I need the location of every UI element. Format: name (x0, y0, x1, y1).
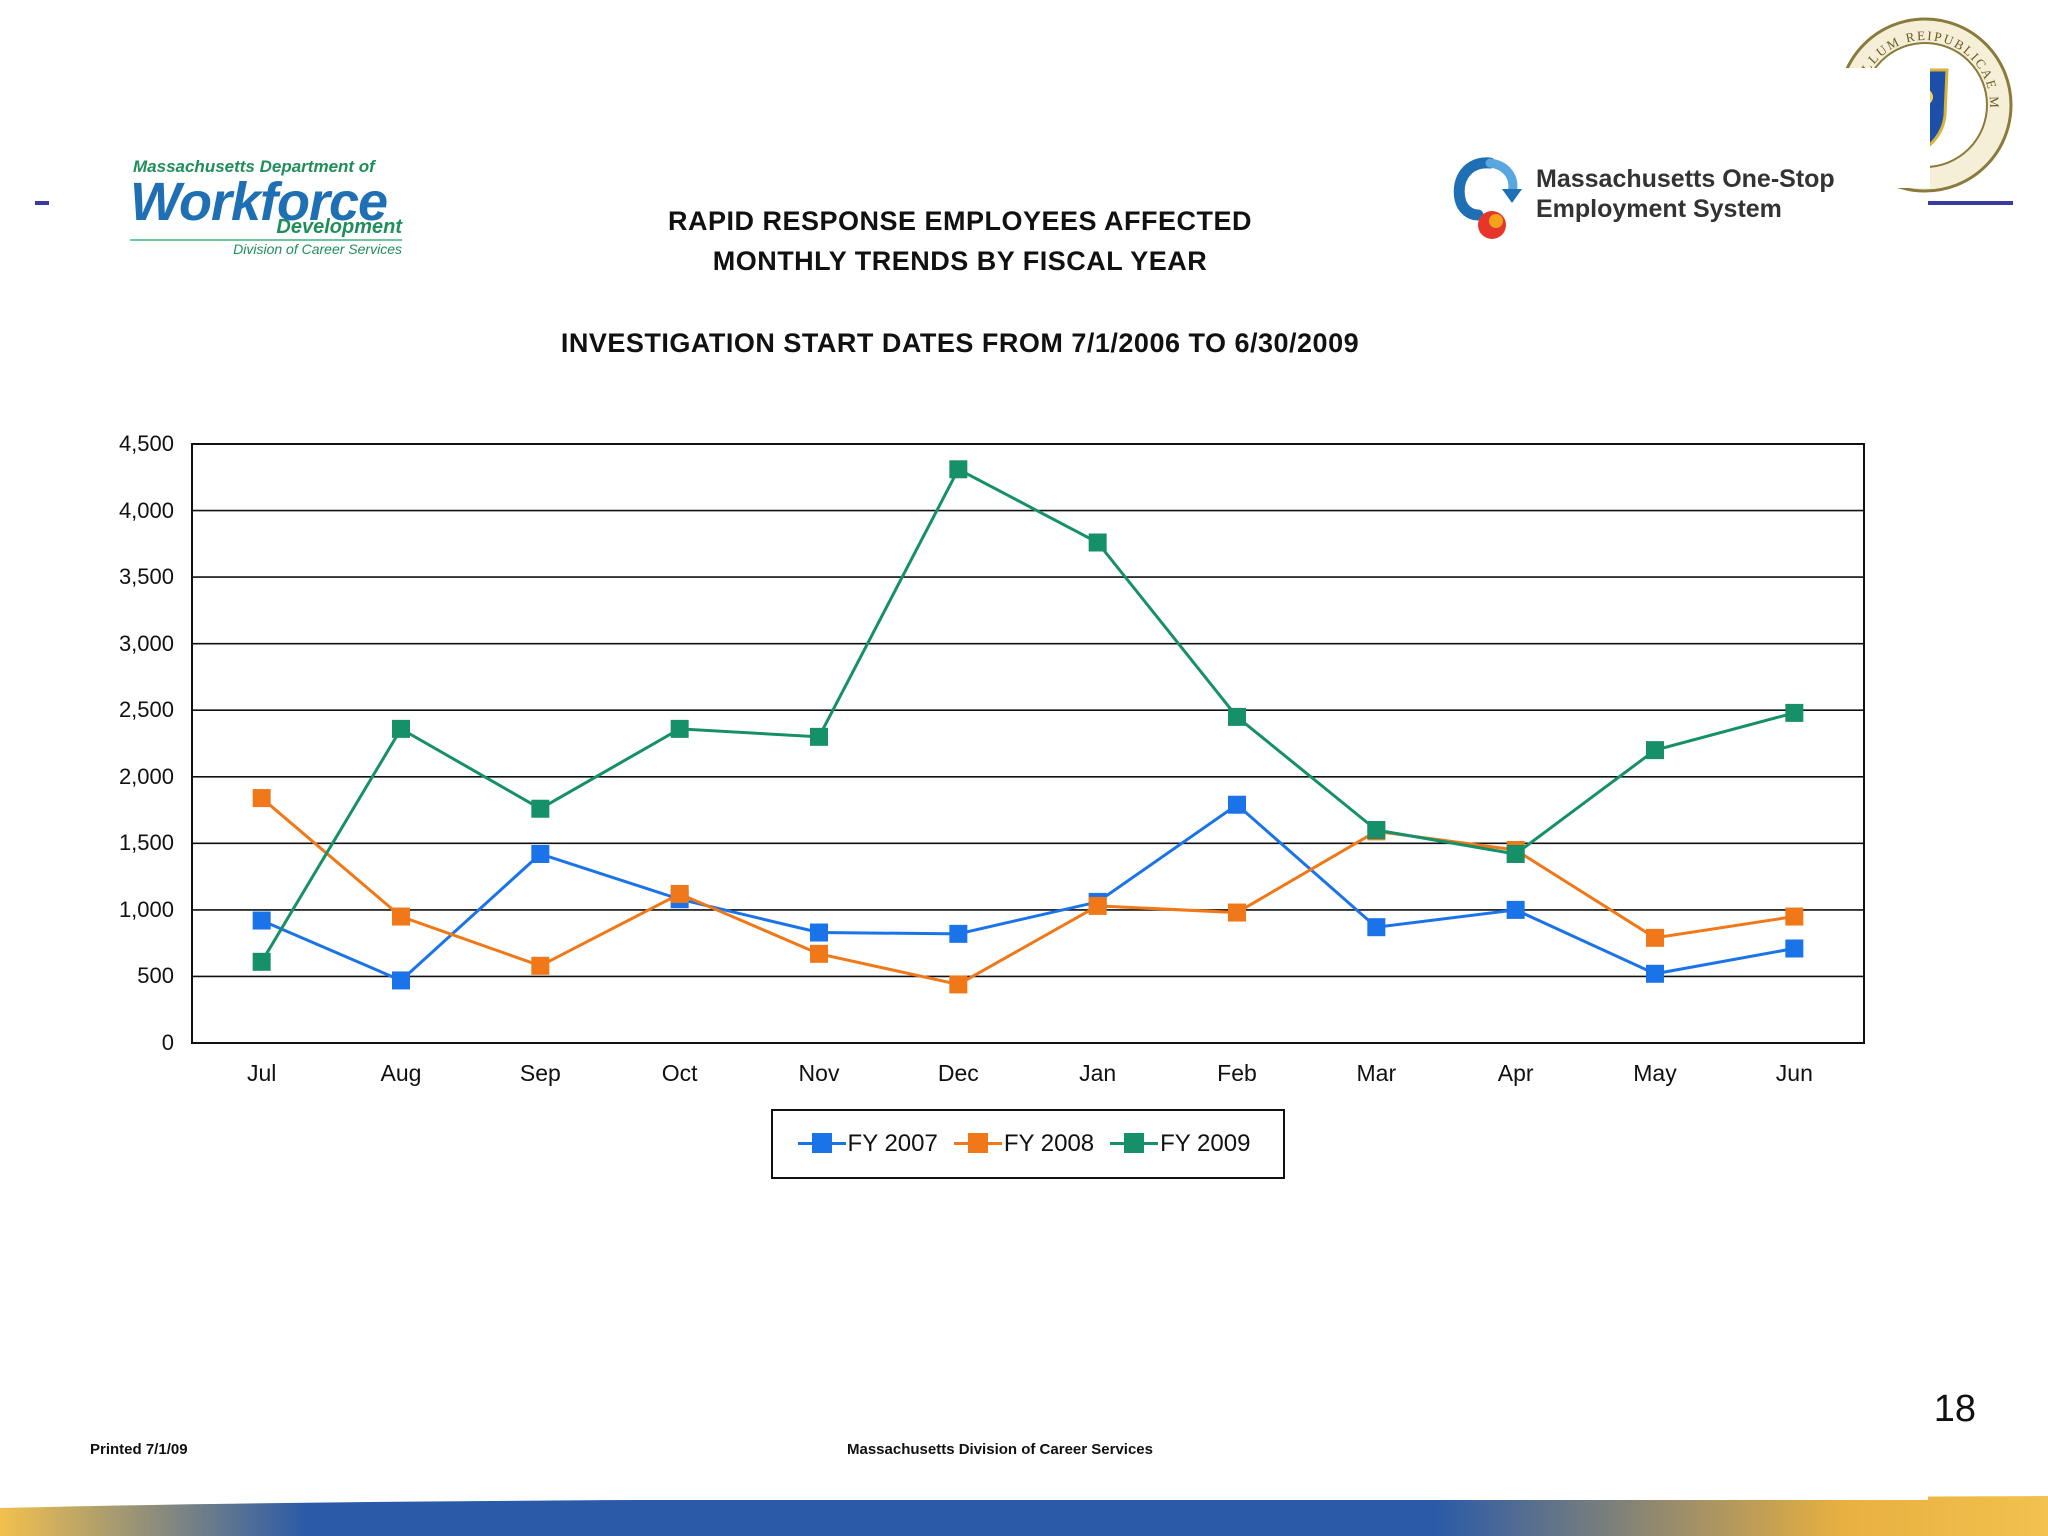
data-point-fy-2009 (1785, 703, 1804, 722)
legend-item-fy2007: FY 2007 (797, 1130, 938, 1158)
data-point-fy-2009 (1367, 821, 1386, 840)
data-point-fy-2009 (392, 719, 410, 738)
data-point-fy-2007 (1228, 795, 1246, 814)
data-point-fy-2008 (531, 956, 550, 975)
plot-area-frame (191, 443, 1865, 1044)
data-point-fy-2009 (670, 719, 689, 738)
data-point-fy-2007 (810, 923, 828, 942)
gridlines (192, 509, 1864, 978)
y-tick-label: 2,000 (118, 763, 174, 789)
chart-title-line2: MONTHLY TRENDS BY FISCAL YEAR (712, 246, 1208, 276)
wfd-logo: Massachusetts Department of Workforce De… (130, 155, 410, 263)
data-point-fy-2008 (810, 944, 828, 963)
footer-band (0, 1456, 2048, 1536)
onestop-logo-line1: Massachusetts One-Stop (1536, 165, 1835, 193)
legend-marker-fy2007 (797, 1133, 846, 1155)
header-rule-right (1928, 201, 2013, 205)
wfd-logo-underline (130, 239, 402, 241)
x-tick-label: Dec (937, 1060, 979, 1086)
data-point-fy-2007 (670, 890, 689, 909)
series-lines (260, 467, 1795, 987)
data-point-fy-2007 (1367, 918, 1386, 937)
seal-mask (1835, 68, 1930, 188)
page-number: 18 (1933, 1388, 1976, 1430)
series-line-fy-2007 (261, 802, 1795, 983)
wfd-logo-line2: Workforce (130, 172, 388, 232)
x-tick-label: Sep (519, 1060, 561, 1086)
x-tick-label: Nov (798, 1060, 840, 1086)
data-point-fy-2007 (392, 971, 410, 990)
data-point-fy-2008 (670, 884, 689, 903)
onestop-logo: Massachusetts One-Stop Employment System (1450, 155, 1850, 245)
data-point-fy-2008 (252, 789, 271, 808)
data-point-fy-2007 (1506, 900, 1525, 919)
y-tick-label: 3,000 (118, 630, 174, 656)
data-point-fy-2009 (252, 952, 271, 971)
x-tick-label: Mar (1356, 1060, 1397, 1086)
y-tick-label: 500 (137, 963, 174, 989)
data-point-fy-2009 (949, 460, 968, 479)
data-point-fy-2007 (531, 844, 550, 863)
chart-legend: FY 2007 FY 2008 FY 2009 (771, 1109, 1285, 1179)
data-point-fy-2008 (1646, 928, 1664, 947)
legend-label-fy2009: FY 2009 (1160, 1130, 1251, 1157)
wfd-logo-line1: Massachusetts Department of (133, 157, 375, 176)
onestop-swirl-icon (1453, 157, 1522, 239)
x-tick-label: May (1633, 1060, 1677, 1086)
x-tick-label: Apr (1497, 1060, 1534, 1086)
y-tick-label: 1,500 (118, 830, 174, 856)
series-markers (252, 460, 1804, 994)
data-point-fy-2008 (1228, 903, 1246, 922)
wfd-logo-line4: Division of Career Services (233, 241, 402, 257)
chart-title-line1: RAPID RESPONSE EMPLOYEES AFFECTED (667, 206, 1253, 236)
series-line-fy-2008 (260, 796, 1795, 987)
data-point-fy-2007 (949, 924, 968, 943)
onestop-logo-line2: Employment System (1536, 195, 1782, 223)
legend-label-fy2007: FY 2007 (847, 1130, 938, 1157)
legend-item-fy2008: FY 2008 (953, 1130, 1095, 1158)
x-tick-label: Oct (661, 1060, 698, 1086)
data-point-fy-2009 (1506, 844, 1525, 863)
data-point-fy-2009 (810, 727, 828, 746)
series-line-fy-2009 (260, 467, 1795, 963)
data-point-fy-2008 (392, 907, 410, 926)
data-point-fy-2009 (531, 799, 550, 818)
footer-center: Massachusetts Division of Career Service… (847, 1441, 1153, 1458)
header-rule-left (35, 201, 49, 205)
data-point-fy-2007 (1646, 964, 1664, 983)
legend-item-fy2009: FY 2009 (1110, 1130, 1250, 1158)
data-point-fy-2007 (252, 911, 271, 930)
y-tick-label: 4,000 (118, 497, 174, 523)
data-point-fy-2007 (1088, 892, 1107, 911)
y-tick-label: 0 (161, 1030, 174, 1055)
data-point-fy-2008 (1088, 896, 1107, 915)
y-tick-label: 3,500 (118, 564, 174, 590)
wfd-logo-line3: Development (276, 216, 402, 238)
y-tick-label: 2,500 (118, 697, 174, 723)
legend-label-fy2008: FY 2008 (1003, 1130, 1095, 1157)
legend-marker-fy2009 (1110, 1133, 1159, 1155)
y-tick-label: 1,000 (118, 896, 174, 922)
x-tick-label: Jun (1775, 1060, 1813, 1086)
data-point-fy-2008 (1785, 907, 1804, 926)
data-point-fy-2009 (1088, 533, 1107, 552)
data-point-fy-2008 (1506, 840, 1525, 859)
x-tick-label: Aug (380, 1060, 422, 1086)
y-tick-label: 4,500 (118, 431, 174, 456)
footer-printed: Printed 7/1/09 (90, 1441, 188, 1458)
chart-subtitle: INVESTIGATION START DATES FROM 7/1/2006 … (560, 328, 1360, 358)
x-tick-label: Feb (1217, 1060, 1257, 1086)
x-tick-label: Jul (246, 1060, 277, 1086)
legend-marker-fy2008 (953, 1133, 1002, 1155)
data-point-fy-2008 (949, 975, 968, 994)
data-point-fy-2009 (1228, 707, 1246, 726)
x-tick-label: Jan (1079, 1060, 1117, 1086)
data-point-fy-2007 (1785, 939, 1804, 958)
data-point-fy-2009 (1646, 741, 1664, 760)
data-point-fy-2008 (1367, 822, 1386, 841)
